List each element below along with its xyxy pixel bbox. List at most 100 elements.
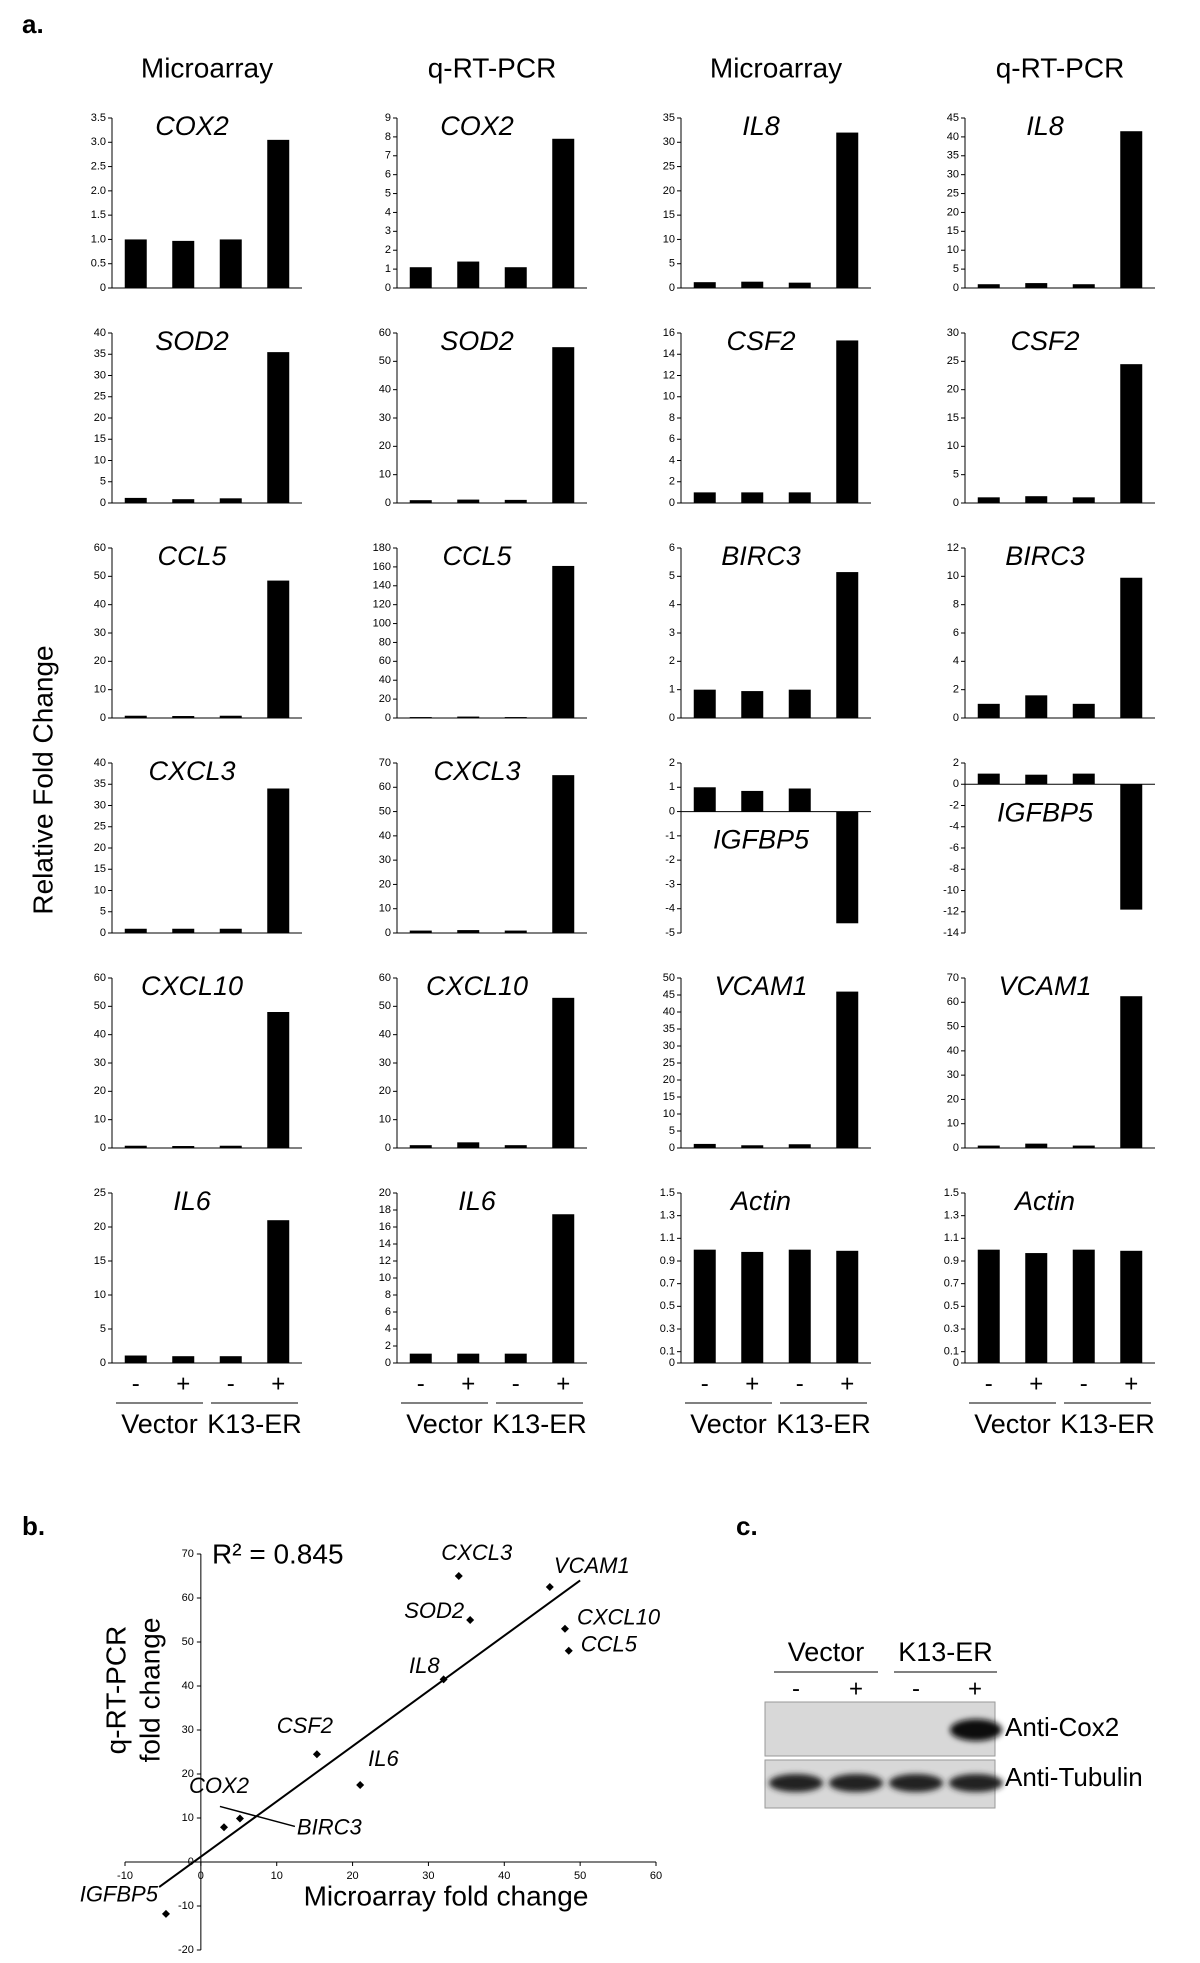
y-tick-label: 6 — [669, 433, 675, 445]
y-tick-label: 35 — [663, 1023, 675, 1035]
y-tick-label: 40 — [94, 599, 106, 611]
y-tick-label: 2 — [953, 684, 959, 696]
chart-title: CXCL10 — [141, 971, 243, 1001]
bar — [1120, 577, 1143, 718]
y-tick-label: 0.9 — [944, 1255, 959, 1267]
y-tick-label: 30 — [379, 854, 391, 866]
x-tick-label: - — [796, 1370, 804, 1397]
y-tick-label: 4 — [953, 655, 959, 667]
bar — [1025, 1143, 1048, 1148]
x-tick-label: - — [985, 1370, 993, 1397]
y-tick-label: 160 — [373, 561, 391, 573]
bar — [409, 930, 432, 933]
y-tick-label: 2.0 — [91, 185, 106, 197]
y-tick-label: 40 — [94, 327, 106, 339]
y-tick-label: 3.5 — [91, 112, 106, 124]
y-tick-label: 15 — [94, 1255, 106, 1267]
y-tick-label: 20 — [379, 878, 391, 890]
bar — [788, 1249, 811, 1363]
point-label: IL6 — [368, 1746, 399, 1771]
y-tick-label: 10 — [663, 233, 675, 245]
y-tick-label: 25 — [947, 187, 959, 199]
bar — [788, 282, 811, 288]
bar — [409, 1145, 432, 1148]
y-tick-label: 0 — [669, 805, 675, 817]
y-tick-label: 20 — [94, 655, 106, 667]
y-tick-label: 20 — [379, 1187, 391, 1199]
y-tick-label: 18 — [379, 1204, 391, 1216]
chart-title: IL8 — [742, 111, 780, 141]
y-tick-label: 4 — [669, 454, 675, 466]
y-tick-label: 5 — [669, 570, 675, 582]
y-tick-label: 9 — [385, 112, 391, 124]
blot-band — [949, 1774, 1003, 1792]
panel-label: b. — [22, 1511, 45, 1541]
y-tick-label: 20 — [94, 842, 106, 854]
bar — [693, 282, 716, 288]
bar — [1120, 1250, 1143, 1363]
bar — [693, 1249, 716, 1363]
group-label: K13-ER — [1060, 1409, 1155, 1439]
y-tick-label: -12 — [943, 906, 959, 918]
bar — [977, 1145, 1000, 1148]
y-tick-label: 50 — [94, 1000, 106, 1012]
bar — [504, 930, 527, 933]
bar — [172, 240, 195, 288]
y-tick-label: 25 — [94, 821, 106, 833]
y-tick-label: 10 — [663, 391, 675, 403]
bar — [552, 347, 575, 503]
bar — [741, 1145, 764, 1148]
y-tick-label: 0.5 — [944, 1300, 959, 1312]
x-tick-label: - — [132, 1370, 140, 1397]
y-tick-label: 5 — [669, 1125, 675, 1137]
y-tick-label: 0 — [669, 497, 675, 509]
bar — [267, 788, 290, 933]
y-tick-label: 40 — [379, 1029, 391, 1041]
y-tick-label: 60 — [947, 996, 959, 1008]
y-tick-label: 3.0 — [91, 136, 106, 148]
bar — [788, 689, 811, 718]
x-tick-label: 40 — [498, 1870, 510, 1882]
bar — [977, 284, 1000, 288]
bar — [172, 716, 195, 718]
point — [545, 1583, 554, 1591]
bar — [1120, 784, 1143, 910]
y-tick-label: 0.3 — [944, 1323, 959, 1335]
bar — [504, 1353, 527, 1363]
y-tick-label: 35 — [94, 778, 106, 790]
x-tick-label: 50 — [574, 1870, 586, 1882]
y-tick-label: 30 — [947, 327, 959, 339]
bar — [124, 239, 147, 288]
y-tick-label: 1 — [669, 684, 675, 696]
bar — [457, 716, 480, 718]
bar — [172, 928, 195, 933]
y-tick-label: 180 — [373, 542, 391, 554]
y-tick-label: 60 — [379, 327, 391, 339]
y-tick-label: 5 — [953, 469, 959, 481]
y-tick-label: 20 — [94, 1221, 106, 1233]
y-tick-label: 6 — [669, 542, 675, 554]
y-tick-label: 8 — [953, 599, 959, 611]
y-tick-label: 140 — [373, 580, 391, 592]
panel-label: c. — [736, 1511, 758, 1541]
bar — [1120, 996, 1143, 1148]
x-tick-label: - — [417, 1370, 425, 1397]
bar — [836, 340, 859, 503]
chart-title: CSF2 — [726, 326, 795, 356]
y-tick-label: 1.3 — [944, 1210, 959, 1222]
bar — [124, 1145, 147, 1148]
point — [564, 1646, 573, 1655]
y-tick-label: 20 — [947, 206, 959, 218]
bar — [741, 1251, 764, 1363]
bar — [788, 1144, 811, 1148]
y-tick-label: 3 — [669, 627, 675, 639]
y-axis-label: fold change — [134, 1618, 165, 1763]
bar — [552, 997, 575, 1148]
x-tick-label: - — [512, 1370, 520, 1397]
bar — [693, 689, 716, 718]
y-tick-label: 2 — [385, 244, 391, 256]
y-tick-label: 20 — [947, 1093, 959, 1105]
bar — [788, 788, 811, 812]
bar — [457, 499, 480, 503]
y-tick-label: 0 — [953, 282, 959, 294]
